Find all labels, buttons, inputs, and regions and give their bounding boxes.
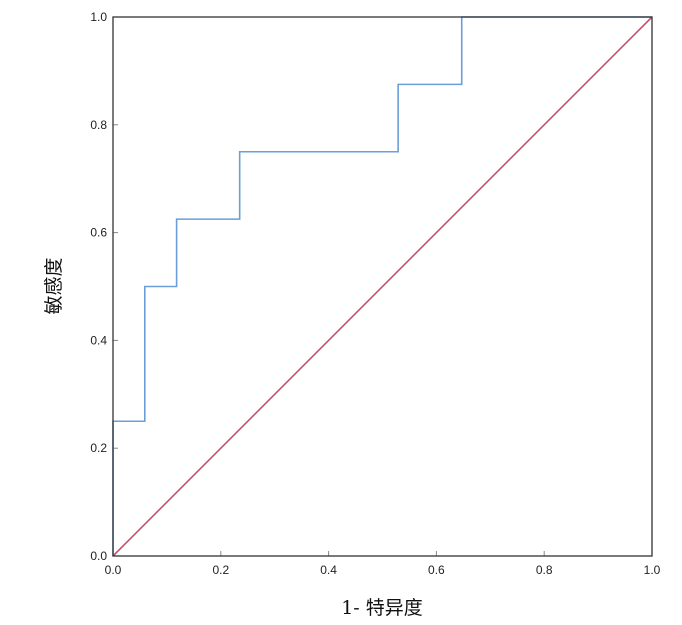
y-tick-label: 1.0 xyxy=(90,10,107,24)
x-axis-label: 1- 特异度 xyxy=(341,597,423,619)
x-tick-label: 0.6 xyxy=(428,563,445,577)
x-tick-label: 1.0 xyxy=(644,563,661,577)
reference-line xyxy=(112,16,653,557)
y-axis-label: 敏感度 xyxy=(43,257,65,314)
y-tick-label: 0.2 xyxy=(90,441,107,455)
y-tick-label: 0.6 xyxy=(90,226,107,240)
x-tick-label: 0.8 xyxy=(536,563,553,577)
y-tick-label: 0.8 xyxy=(90,118,107,132)
x-tick-label: 0.0 xyxy=(105,563,122,577)
plot-frame xyxy=(112,16,653,557)
x-tick-label: 0.2 xyxy=(212,563,229,577)
y-tick-label: 0.4 xyxy=(90,333,107,347)
x-tick-label: 0.4 xyxy=(320,563,337,577)
y-tick-label: 0.0 xyxy=(90,549,107,563)
roc-curve xyxy=(112,16,652,556)
